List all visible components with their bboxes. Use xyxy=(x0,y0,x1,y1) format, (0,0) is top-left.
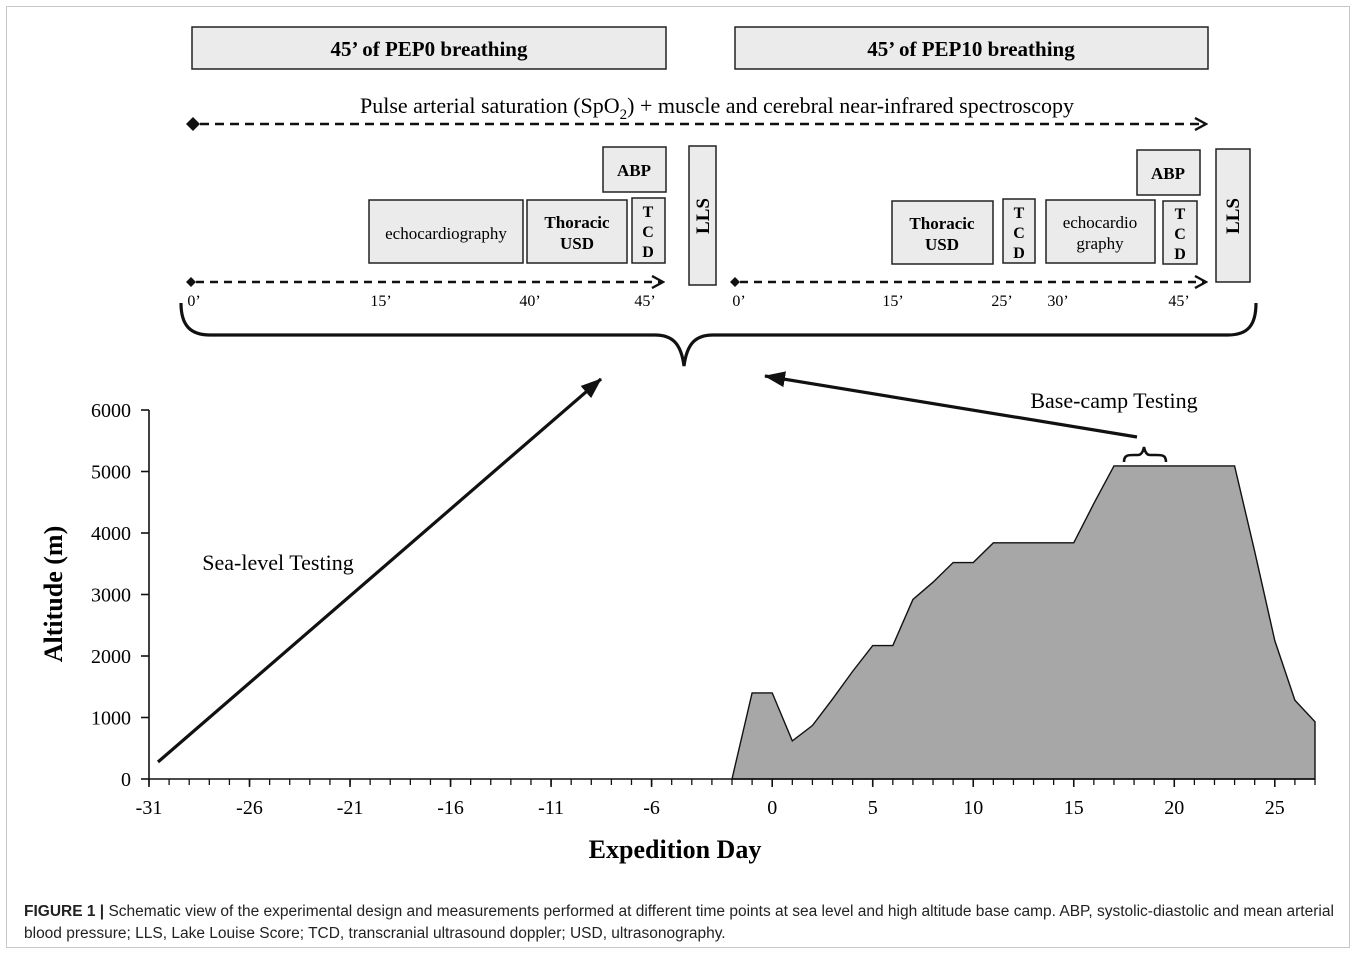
svg-text:ABP: ABP xyxy=(1151,164,1185,183)
pep0-header: 45’ of PEP0 breathing xyxy=(191,26,667,70)
left-session: echocardiography Thoracic USD T C D ABP … xyxy=(186,145,717,310)
y-axis-label: Altitude (m) xyxy=(39,526,68,662)
pep0-label: 45’ of PEP0 breathing xyxy=(331,37,528,61)
abp-box xyxy=(602,146,667,193)
y-tick-label: 1000 xyxy=(91,708,131,730)
session-brace xyxy=(179,302,1258,367)
x-tick-label: 25 xyxy=(1265,797,1285,819)
left-time-0: 0’ xyxy=(187,293,200,310)
y-tick-label: 0 xyxy=(121,769,131,791)
x-axis-label: Expedition Day xyxy=(589,835,762,864)
svg-text:T: T xyxy=(1175,206,1186,223)
svg-text:C: C xyxy=(642,224,654,241)
svg-text:Thoracic: Thoracic xyxy=(544,213,610,232)
base-camp-label: Base-camp Testing xyxy=(1030,388,1197,413)
abp-box-2 xyxy=(1136,149,1201,196)
base-camp-arrow xyxy=(764,371,1138,439)
caption-label: FIGURE 1 | xyxy=(24,903,105,920)
diamond-start-icon xyxy=(186,117,200,131)
continuous-measure-label: Pulse arterial saturation (SpO2) + muscl… xyxy=(360,93,1074,123)
svg-text:C: C xyxy=(1174,226,1186,243)
svg-text:LLS: LLS xyxy=(1223,198,1244,234)
svg-text:USD: USD xyxy=(925,235,959,254)
x-tick-label: 0 xyxy=(767,797,777,819)
right-time-25: 25’ xyxy=(991,293,1012,310)
thoracic-usd-box-2 xyxy=(891,200,994,265)
x-tick-label: 5 xyxy=(868,797,878,819)
y-tick-label: 3000 xyxy=(91,585,131,607)
base-camp-brace xyxy=(1122,446,1168,463)
right-time-0: 0’ xyxy=(732,293,745,310)
svg-text:D: D xyxy=(1013,245,1025,262)
figure-frame xyxy=(6,6,1350,948)
y-tick-label: 6000 xyxy=(91,400,131,422)
svg-text:USD: USD xyxy=(560,234,594,253)
echocardiography-box-2 xyxy=(1045,199,1156,264)
left-time-15: 15’ xyxy=(370,293,391,310)
tcd-box-2a xyxy=(1002,198,1036,264)
x-tick-label: 15 xyxy=(1064,797,1084,819)
sea-level-label: Sea-level Testing xyxy=(202,550,353,575)
figure-schematic: 45’ of PEP0 breathing 45’ of PEP10 breat… xyxy=(39,26,1316,864)
x-tick-label: -31 xyxy=(136,797,163,819)
svg-text:LLS: LLS xyxy=(693,198,714,234)
thoracic-usd-box xyxy=(526,199,628,264)
diamond-right-session-icon xyxy=(730,277,740,287)
svg-text:Thoracic: Thoracic xyxy=(909,214,975,233)
svg-text:T: T xyxy=(643,204,654,221)
altitude-area-series-0 xyxy=(731,465,1316,780)
x-tick-label: -6 xyxy=(643,797,660,819)
svg-text:D: D xyxy=(1174,246,1186,263)
pep10-label: 45’ of PEP10 breathing xyxy=(867,37,1075,61)
y-tick-label: 2000 xyxy=(91,646,131,668)
svg-text:echocardio: echocardio xyxy=(1063,213,1138,232)
svg-text:C: C xyxy=(1013,225,1025,242)
right-session: Thoracic USD T C D echocardio graphy T C… xyxy=(730,148,1251,310)
diamond-left-session-icon xyxy=(186,277,196,287)
left-time-45: 45’ xyxy=(634,293,655,310)
right-time-45: 45’ xyxy=(1168,293,1189,310)
right-time-15: 15’ xyxy=(882,293,903,310)
echocardiography-box xyxy=(368,199,524,264)
right-time-30: 30’ xyxy=(1047,293,1068,310)
figure-caption: FIGURE 1 | Schematic view of the experim… xyxy=(24,901,1334,945)
left-time-40: 40’ xyxy=(519,293,540,310)
x-tick-label: -21 xyxy=(337,797,364,819)
tcd-box-2b xyxy=(1162,200,1198,265)
sea-level-arrow xyxy=(156,377,603,764)
svg-text:echocardiography: echocardiography xyxy=(385,224,507,243)
svg-text:D: D xyxy=(642,244,654,261)
pep10-header: 45’ of PEP10 breathing xyxy=(734,26,1209,70)
y-tick-label: 5000 xyxy=(91,462,131,484)
x-tick-label: -16 xyxy=(437,797,464,819)
x-tick-label: 20 xyxy=(1164,797,1184,819)
lls-box xyxy=(688,145,717,286)
svg-text:ABP: ABP xyxy=(617,161,651,180)
lls-box-2 xyxy=(1215,148,1251,283)
tcd-box xyxy=(631,197,666,264)
y-tick-label: 4000 xyxy=(91,523,131,545)
x-tick-label: -11 xyxy=(538,797,564,819)
caption-text: Schematic view of the experimental desig… xyxy=(24,903,1334,942)
svg-text:T: T xyxy=(1014,205,1025,222)
x-tick-label: -26 xyxy=(236,797,263,819)
altitude-chart: -31 -26 -21 -16 -11 -6 0 5 10 15 20 25 0 1000 2000 3000… xyxy=(39,400,1316,864)
x-tick-label: 10 xyxy=(963,797,983,819)
svg-text:graphy: graphy xyxy=(1076,234,1124,253)
